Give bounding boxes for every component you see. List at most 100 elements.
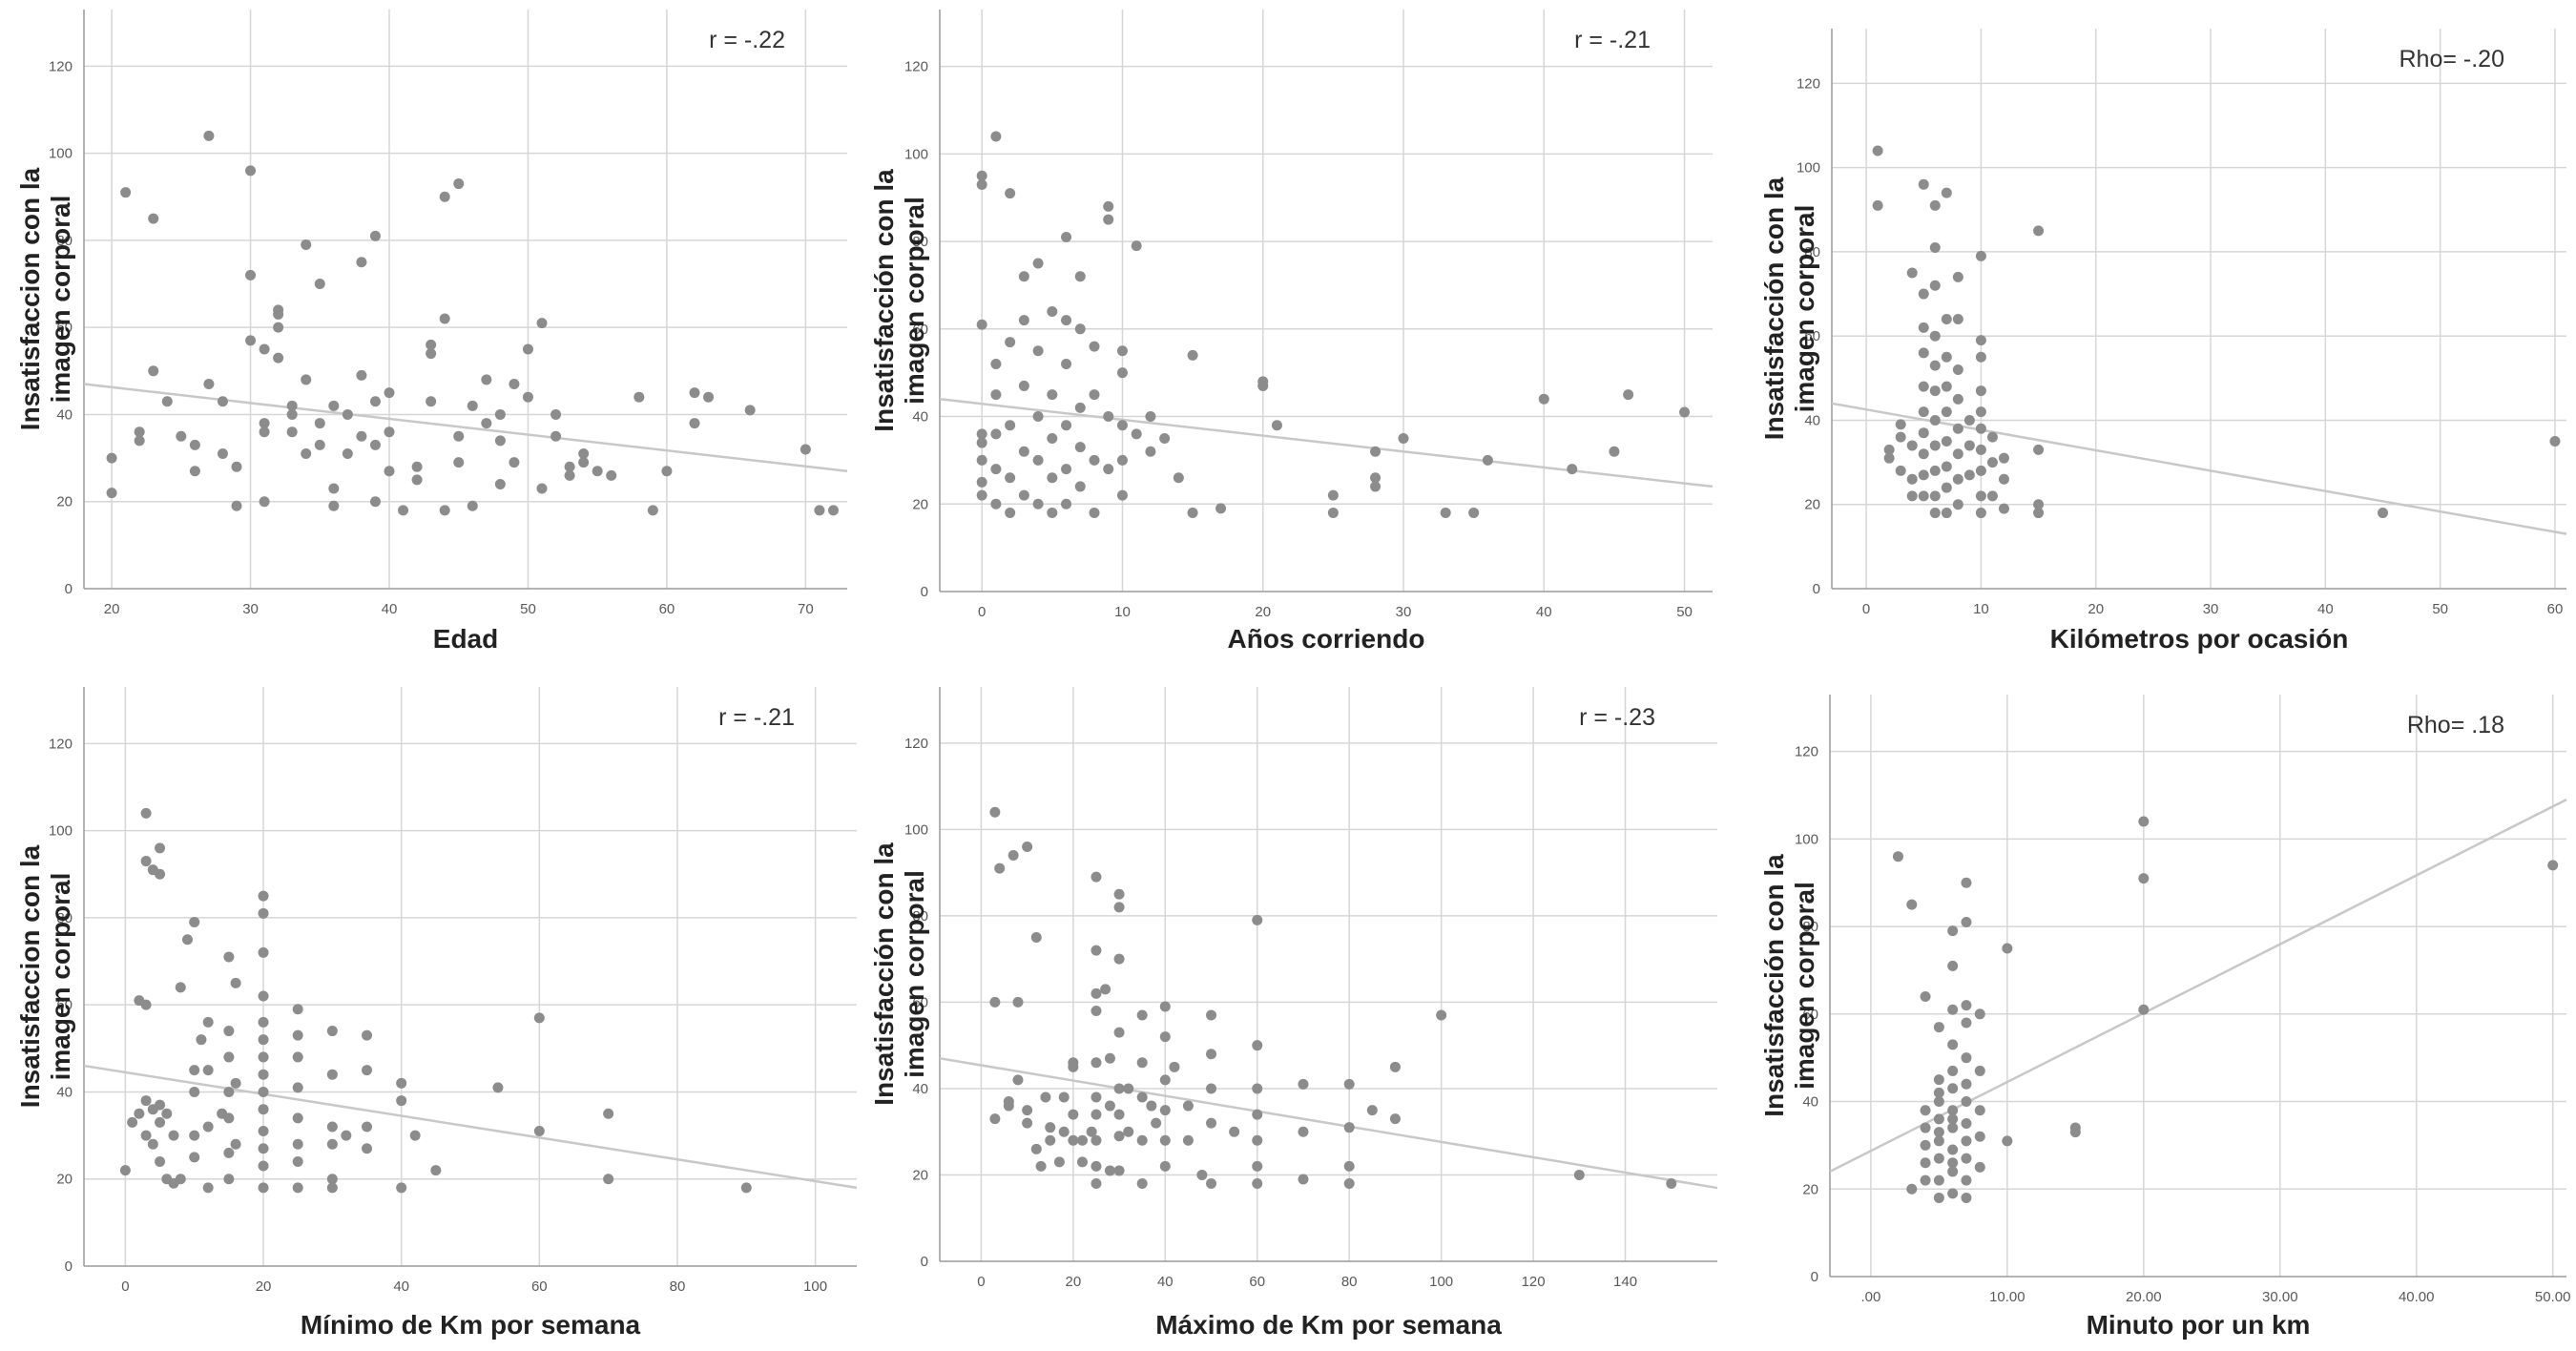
data-point bbox=[155, 1116, 166, 1128]
y-tick-label: 0 bbox=[1813, 581, 1820, 597]
data-point bbox=[1975, 423, 1986, 434]
x-tick-label: 20 bbox=[1255, 604, 1271, 620]
data-point bbox=[1906, 267, 1918, 279]
x-tick-label: 10.00 bbox=[1989, 1289, 2025, 1305]
data-point bbox=[564, 469, 575, 481]
data-point bbox=[258, 990, 269, 1002]
data-point bbox=[1159, 1134, 1171, 1146]
data-point bbox=[1986, 431, 1998, 443]
data-point bbox=[223, 1026, 235, 1037]
data-point bbox=[1947, 1122, 1959, 1133]
data-point bbox=[1920, 1157, 1931, 1169]
data-point bbox=[258, 1069, 269, 1080]
data-point bbox=[223, 1112, 235, 1124]
data-point bbox=[1005, 420, 1016, 431]
x-tick-label: 10 bbox=[1973, 601, 1989, 617]
data-point bbox=[1298, 1174, 1309, 1185]
data-point bbox=[989, 806, 1001, 818]
data-point bbox=[1941, 314, 1952, 325]
data-point bbox=[1961, 877, 1972, 888]
data-point bbox=[1370, 481, 1381, 492]
data-point bbox=[301, 239, 312, 250]
x-tick-label: 30 bbox=[2203, 601, 2219, 617]
data-point bbox=[1929, 385, 1941, 397]
data-point bbox=[1136, 1009, 1148, 1021]
data-point bbox=[231, 500, 242, 511]
data-point bbox=[1933, 1153, 1944, 1164]
data-point bbox=[1947, 1065, 1959, 1076]
data-point bbox=[1947, 925, 1959, 937]
data-point bbox=[1961, 916, 1972, 927]
y-tick-label: 0 bbox=[65, 1258, 73, 1275]
data-point bbox=[1609, 446, 1620, 457]
data-point bbox=[1929, 508, 1941, 519]
data-point bbox=[1104, 1165, 1115, 1176]
x-tick-label: 120 bbox=[1522, 1274, 1546, 1290]
data-point bbox=[230, 1077, 241, 1089]
data-point bbox=[1068, 1134, 1079, 1146]
data-point bbox=[1961, 1117, 1972, 1129]
data-point bbox=[1343, 1178, 1355, 1190]
data-point bbox=[1091, 987, 1102, 999]
data-point bbox=[1104, 1100, 1115, 1112]
data-point bbox=[155, 842, 166, 854]
data-point bbox=[203, 130, 215, 141]
data-point bbox=[189, 1065, 200, 1076]
data-point bbox=[1933, 1192, 1944, 1203]
data-point bbox=[1941, 461, 1952, 472]
data-point bbox=[1206, 1009, 1217, 1021]
data-point bbox=[1005, 188, 1016, 199]
data-point bbox=[1961, 1135, 1972, 1147]
data-point bbox=[176, 430, 187, 442]
data-point bbox=[467, 500, 478, 511]
data-point bbox=[2378, 508, 2388, 519]
data-point bbox=[1952, 393, 1963, 405]
data-point bbox=[1933, 1096, 1944, 1108]
data-point bbox=[536, 483, 548, 494]
data-point bbox=[1436, 1009, 1447, 1021]
data-point bbox=[1032, 498, 1044, 509]
data-point bbox=[175, 1174, 186, 1185]
correlation-annotation: Rho= -.20 bbox=[2399, 46, 2505, 73]
y-tick-label: 100 bbox=[49, 823, 73, 840]
data-point bbox=[1918, 322, 1929, 333]
data-point bbox=[1061, 359, 1072, 370]
data-point bbox=[1005, 472, 1016, 484]
data-point bbox=[1883, 444, 1895, 455]
data-point bbox=[990, 428, 1002, 440]
data-point bbox=[1327, 507, 1339, 518]
data-point bbox=[1947, 1039, 1959, 1050]
data-point bbox=[1920, 1105, 1931, 1116]
data-point bbox=[258, 1034, 269, 1046]
y-tick-label: 20 bbox=[56, 1172, 73, 1188]
data-point bbox=[1941, 436, 1952, 447]
data-point bbox=[1089, 454, 1100, 466]
y-tick-label: 80 bbox=[1802, 919, 1818, 935]
data-point bbox=[1012, 996, 1024, 1008]
x-tick-label: 0 bbox=[978, 604, 986, 620]
y-tick-label: 100 bbox=[904, 146, 928, 162]
data-point bbox=[1159, 1001, 1171, 1012]
data-point bbox=[1103, 464, 1114, 475]
correlation-annotation: r = -.22 bbox=[709, 27, 785, 53]
data-point bbox=[223, 1147, 235, 1158]
data-point bbox=[1182, 1134, 1194, 1146]
data-point bbox=[1883, 452, 1895, 464]
data-point bbox=[301, 448, 312, 460]
data-point bbox=[536, 318, 548, 329]
x-axis-label: Kilómetros por ocasión bbox=[2050, 624, 2349, 654]
data-point bbox=[1947, 1188, 1959, 1199]
data-point bbox=[1074, 481, 1086, 492]
regression-line bbox=[83, 1064, 858, 1190]
data-point bbox=[1136, 1178, 1148, 1190]
data-point bbox=[314, 279, 325, 290]
data-point bbox=[1974, 1065, 1985, 1076]
x-tick-label: 30 bbox=[242, 601, 259, 617]
data-point bbox=[223, 951, 235, 963]
data-point bbox=[161, 1108, 173, 1119]
data-point bbox=[148, 365, 159, 377]
data-point bbox=[326, 1138, 338, 1150]
data-point bbox=[1918, 469, 1929, 481]
data-point bbox=[1961, 1000, 1972, 1011]
data-point bbox=[1159, 1031, 1171, 1043]
